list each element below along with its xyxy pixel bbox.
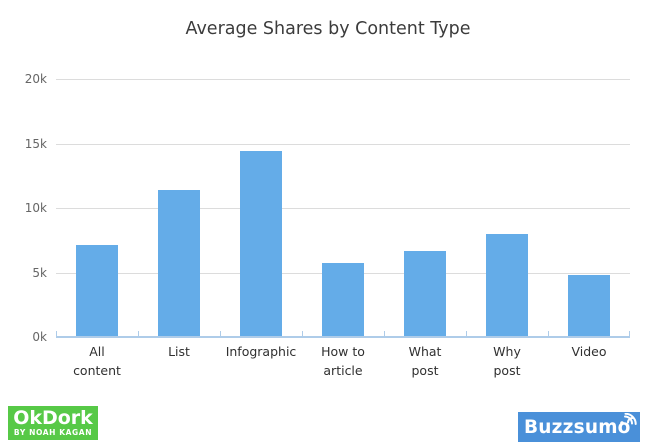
okdork-logo-text: OkDork bbox=[13, 407, 93, 429]
x-tick-label: How to article bbox=[321, 344, 365, 378]
buzzsumo-logo-text: Buzzsumo bbox=[524, 416, 631, 438]
x-axis-tick bbox=[384, 331, 385, 337]
gridline bbox=[56, 79, 630, 80]
x-axis-tick bbox=[302, 331, 303, 337]
bar bbox=[240, 151, 282, 337]
gridline bbox=[56, 143, 630, 145]
x-axis-tick bbox=[138, 331, 139, 337]
x-tick-label: List bbox=[168, 344, 190, 359]
bar-slot bbox=[220, 79, 302, 337]
x-tick-label: Infographic bbox=[225, 344, 297, 359]
bar bbox=[486, 233, 528, 337]
x-tick-label: Video bbox=[571, 344, 607, 359]
x-axis-tick bbox=[548, 331, 549, 337]
plot-area: 20k 15k 10k 5k 0k bbox=[25, 72, 630, 344]
x-tick-label: What post bbox=[408, 344, 442, 378]
y-tick-label: 20k bbox=[24, 72, 47, 86]
x-tick-label: Why post bbox=[493, 344, 521, 378]
buzzsumo-logo: Buzzsumo bbox=[518, 412, 640, 442]
y-tick-label: 15k bbox=[24, 136, 47, 151]
bar bbox=[404, 250, 446, 337]
gridline bbox=[56, 208, 630, 209]
x-axis-tick bbox=[629, 331, 630, 337]
y-tick-label: 5k bbox=[32, 265, 47, 280]
y-tick-label: 0k bbox=[32, 330, 47, 344]
bar-slot bbox=[466, 79, 548, 337]
bar-slot bbox=[56, 79, 138, 337]
bar bbox=[568, 275, 610, 337]
y-tick-label: 10k bbox=[24, 201, 47, 215]
bars-layer bbox=[56, 79, 630, 337]
x-tick-label: All content bbox=[73, 344, 121, 378]
bar-slot bbox=[138, 79, 220, 337]
bar-slot bbox=[302, 79, 384, 337]
broadcast-signal-icon bbox=[616, 412, 638, 433]
chart-title: Average Shares by Content Type bbox=[185, 19, 471, 39]
x-axis-tick bbox=[220, 331, 221, 337]
x-axis-line bbox=[56, 336, 630, 338]
x-axis-labels: All content List Infographic How to article… bbox=[56, 342, 630, 380]
bar-slot bbox=[548, 79, 630, 337]
bar bbox=[322, 263, 364, 337]
bar bbox=[158, 189, 200, 337]
x-axis-tick bbox=[56, 331, 57, 337]
okdork-tagline: BY NOAH KAGAN bbox=[13, 428, 93, 437]
bar-slot bbox=[384, 79, 466, 337]
okdork-logo: OkDork BY NOAH KAGAN bbox=[8, 406, 98, 440]
x-axis-tick bbox=[466, 331, 467, 337]
bar bbox=[76, 245, 118, 337]
